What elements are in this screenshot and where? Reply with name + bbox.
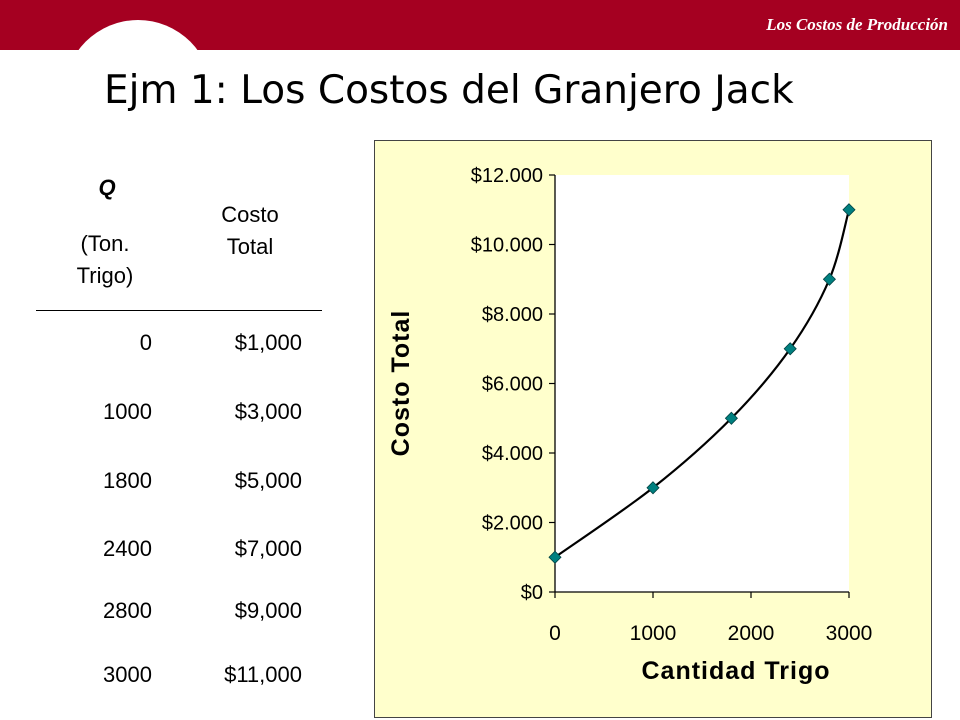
y-tick-label: $10.000 xyxy=(471,235,543,257)
table-cell-q: 3000 xyxy=(103,662,152,687)
y-tick-label: $6.000 xyxy=(482,374,543,396)
x-tick-label: 3000 xyxy=(826,622,873,645)
q-header: Q xyxy=(98,175,116,200)
table-cell-cost: $7,000 xyxy=(234,536,302,561)
table-cell-q: 2400 xyxy=(103,536,152,561)
table-cell-cost: $9,000 xyxy=(234,598,302,623)
cost-header: Costo Total xyxy=(180,199,320,263)
q-subheader: (Ton. Trigo) xyxy=(40,228,170,292)
data-point xyxy=(842,203,856,217)
table-cell-q: 2800 xyxy=(103,598,152,623)
cost-header-line1: Costo xyxy=(221,202,279,227)
table-cell-cost: $11,000 xyxy=(224,662,302,687)
data-point xyxy=(783,342,797,356)
q-subheader-line1: (Ton. xyxy=(80,231,130,256)
y-tick-label: $8.000 xyxy=(482,304,543,326)
q-subheader-line2: Trigo) xyxy=(76,263,134,288)
x-tick-label: 0 xyxy=(549,622,561,645)
x-tick-label: 1000 xyxy=(630,622,677,645)
y-tick-label: $0 xyxy=(521,582,543,604)
y-tick-label: $12.000 xyxy=(471,165,543,187)
y-tick-label: $2.000 xyxy=(482,513,543,535)
table-divider xyxy=(36,310,322,311)
y-tick-label: $4.000 xyxy=(482,443,543,465)
data-point xyxy=(822,272,836,286)
table-cell-cost: $1,000 xyxy=(234,330,302,355)
data-point xyxy=(548,550,562,564)
data-point xyxy=(646,481,660,495)
table-cell-cost: $3,000 xyxy=(234,399,302,424)
plot-area xyxy=(555,175,849,592)
table-cell-q: 1800 xyxy=(103,468,152,493)
header-brand: Los Costos de Producción xyxy=(766,15,948,34)
table-cell-cost: $5,000 xyxy=(234,468,302,493)
table-cell-q: 0 xyxy=(139,330,152,355)
slide-title: Ejm 1: Los Costos del Granjero Jack xyxy=(104,68,794,113)
cost-header-line2: Total xyxy=(226,234,274,259)
x-axis-label: Cantidad Trigo xyxy=(642,657,831,685)
data-point xyxy=(724,411,738,425)
y-axis-label: Costo Total xyxy=(387,310,415,457)
x-tick-label: 2000 xyxy=(728,622,775,645)
table-cell-q: 1000 xyxy=(103,399,152,424)
